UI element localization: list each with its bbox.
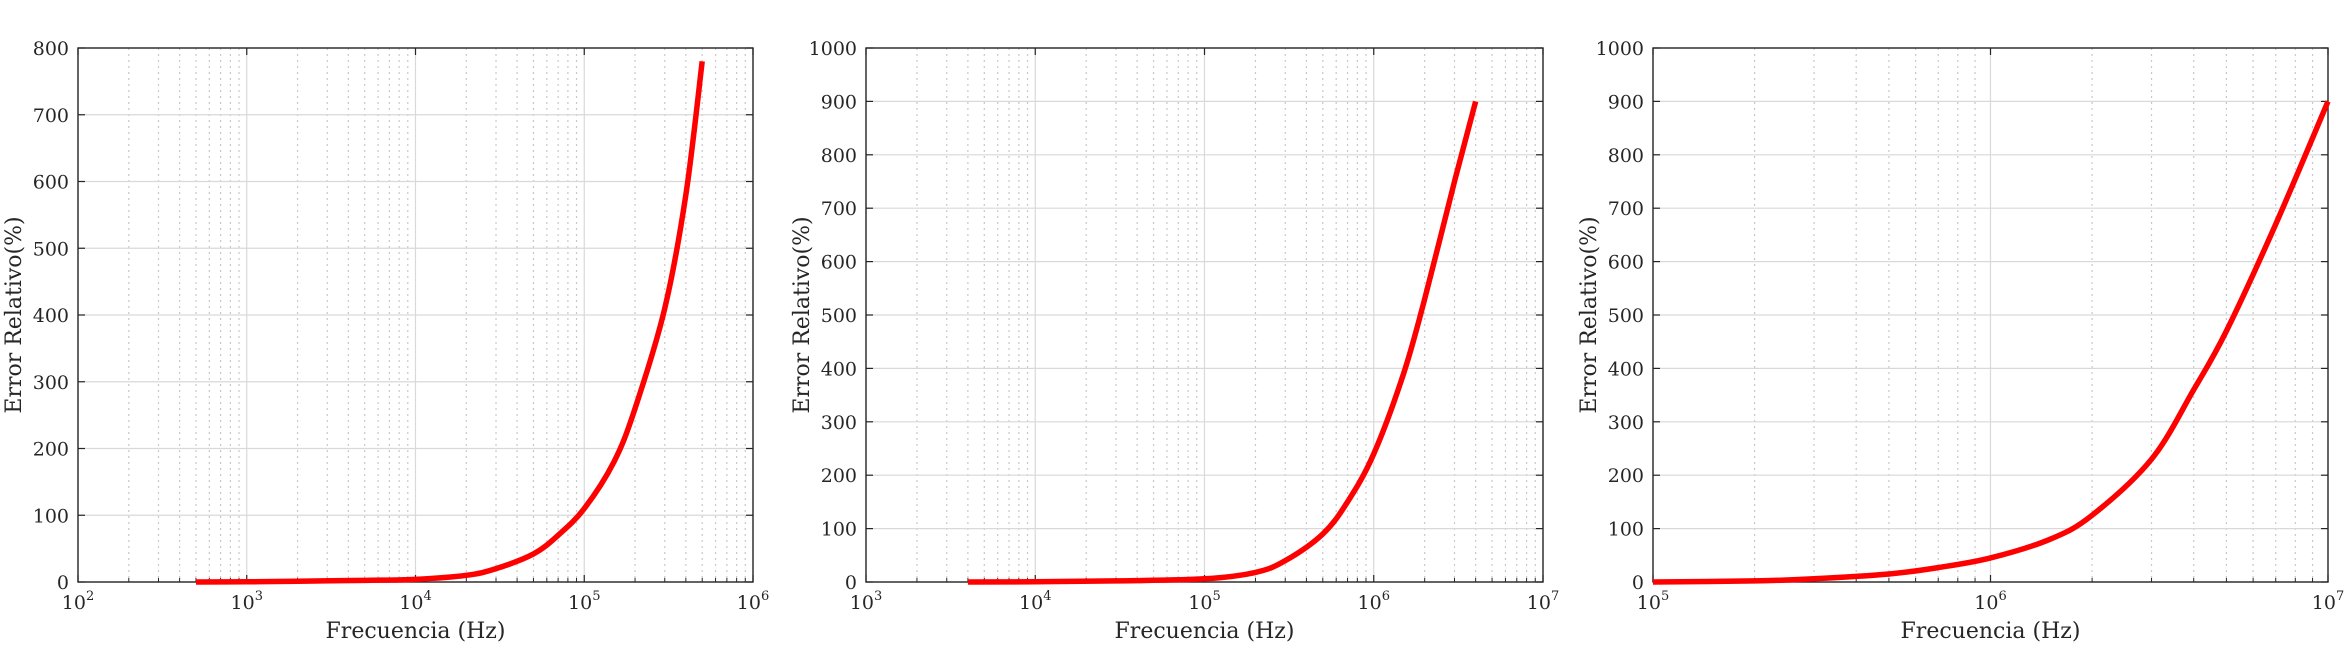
x-tick-label: 103: [850, 589, 882, 614]
y-tick-label: 800: [821, 145, 857, 167]
y-tick-label: 200: [821, 465, 857, 487]
series-line-1: [1652, 100, 2331, 585]
y-tick-label: 700: [821, 198, 857, 220]
x-axis-label: Frecuencia (Hz): [326, 619, 506, 644]
y-tick-label: 700: [1608, 198, 1644, 220]
series-line-1: [195, 61, 705, 585]
chart-3: 105 106 107 0 100 200 300 400 500 600 700 800 900 100…: [1577, 38, 2344, 644]
x-tick-label: 107: [2312, 589, 2344, 614]
x-tick-label: 102: [62, 589, 94, 614]
y-tick-label: 800: [33, 38, 69, 60]
y-tick-label: 1000: [809, 38, 857, 60]
chart-2: 103 104 105 106 107 0 100 200 300 400 500 600 700 800…: [790, 38, 1559, 644]
x-tick-label: 104: [1019, 589, 1051, 614]
y-tick-label: 100: [33, 505, 69, 527]
y-tick-label: 0: [57, 572, 69, 594]
x-axis-label: Frecuencia (Hz): [1901, 619, 2081, 644]
y-tick-label: 100: [1608, 519, 1644, 541]
series-line-1: [967, 100, 1479, 585]
x-axis-label: Frecuencia (Hz): [1115, 619, 1295, 644]
chart-1: 102 103 104 105 106 0 100 200 300 400 500 600 700 800…: [2, 38, 769, 644]
y-tick-label: 300: [1608, 412, 1644, 434]
y-tick-label: 400: [33, 305, 69, 327]
x-tick-label: 105: [1637, 589, 1669, 614]
y-tick-label: 500: [1608, 305, 1644, 327]
y-tick-label: 600: [33, 172, 69, 194]
y-tick-label: 1000: [1596, 38, 1644, 60]
x-tick-label: 104: [399, 589, 431, 614]
y-tick-label: 100: [821, 519, 857, 541]
y-tick-label: 0: [1632, 572, 1644, 594]
y-axis-label: Error Relativo(%): [1577, 216, 1602, 413]
y-tick-label: 500: [821, 305, 857, 327]
y-tick-label: 600: [821, 252, 857, 274]
x-tick-label: 107: [1527, 589, 1559, 614]
y-axis-label: Error Relativo(%): [2, 216, 27, 413]
x-tick-label: 106: [1974, 589, 2006, 614]
y-tick-label: 300: [821, 412, 857, 434]
x-tick-label: 105: [1188, 589, 1220, 614]
x-tick-label: 103: [231, 589, 263, 614]
x-tick-label: 105: [568, 589, 600, 614]
y-tick-label: 200: [33, 439, 69, 461]
y-tick-label: 700: [33, 105, 69, 127]
x-tick-label: 106: [737, 589, 769, 614]
y-tick-label: 0: [845, 572, 857, 594]
y-tick-label: 900: [821, 91, 857, 113]
y-tick-label: 200: [1608, 465, 1644, 487]
y-tick-label: 400: [1608, 358, 1644, 380]
y-tick-label: 400: [821, 358, 857, 380]
y-tick-label: 500: [33, 238, 69, 260]
y-tick-label: 300: [33, 372, 69, 394]
y-tick-label: 900: [1608, 91, 1644, 113]
y-tick-label: 800: [1608, 145, 1644, 167]
x-tick-label: 106: [1358, 589, 1390, 614]
y-axis-label: Error Relativo(%): [790, 216, 815, 413]
y-tick-label: 600: [1608, 252, 1644, 274]
